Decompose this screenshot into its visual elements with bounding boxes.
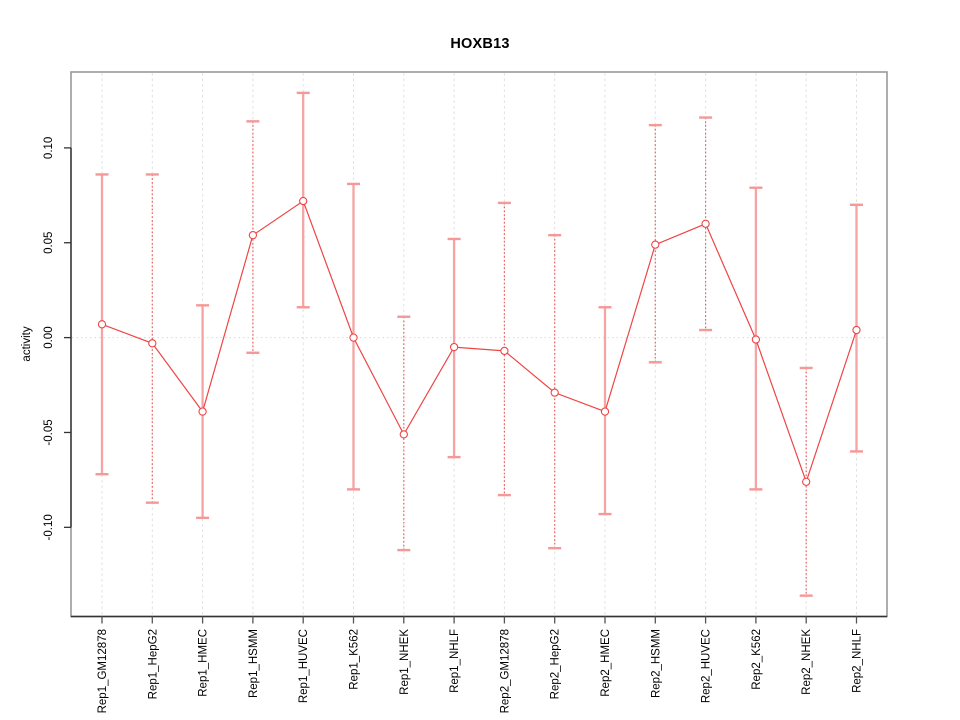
data-point	[198, 407, 207, 416]
y-tick-label: -0.10	[43, 514, 55, 540]
x-category-label: Rep1_NHEK	[399, 629, 411, 695]
x-category-label: Rep2_GM12878	[499, 629, 511, 713]
x-category-label: Rep2_K562	[751, 629, 763, 690]
data-point	[449, 342, 459, 352]
x-category-label: Rep2_HUVEC	[701, 629, 713, 703]
data-point	[802, 477, 811, 486]
x-category-label: Rep1_HepG2	[147, 629, 159, 699]
data-point	[399, 430, 408, 439]
x-category-label: Rep2_NHLF	[852, 629, 864, 693]
data-point	[600, 407, 610, 416]
data-point	[701, 219, 710, 228]
data-point	[299, 196, 308, 206]
x-category-label: Rep2_HepG2	[550, 629, 562, 699]
data-point	[349, 333, 358, 342]
x-category-label: Rep2_HMEC	[600, 629, 612, 697]
y-tick-label: -0.05	[43, 419, 55, 445]
y-tick-label: 0.00	[43, 326, 55, 348]
x-category-label: Rep1_HMEC	[198, 629, 210, 697]
data-point	[751, 335, 761, 344]
series-line	[101, 200, 858, 484]
data-point	[97, 320, 107, 329]
x-category-label: Rep1_NHLF	[449, 629, 461, 693]
data-point	[651, 240, 660, 249]
data-point	[500, 346, 509, 356]
plot-border	[70, 71, 888, 618]
data-point	[852, 325, 861, 335]
x-category-label: Rep1_HSMM	[248, 629, 260, 698]
data-point	[148, 339, 157, 348]
y-tick-label: 0.05	[43, 232, 55, 254]
data-point	[248, 231, 258, 240]
data-point	[550, 388, 559, 397]
chart-title: HOXB13	[450, 36, 510, 52]
x-category-label: Rep1_K562	[349, 629, 361, 690]
x-category-label: Rep1_GM12878	[97, 629, 109, 713]
x-category-label: Rep2_HSMM	[650, 629, 662, 698]
y-tick-label: 0.10	[43, 137, 55, 159]
x-category-label: Rep2_NHEK	[801, 629, 813, 695]
x-category-label: Rep1_HUVEC	[298, 629, 310, 703]
